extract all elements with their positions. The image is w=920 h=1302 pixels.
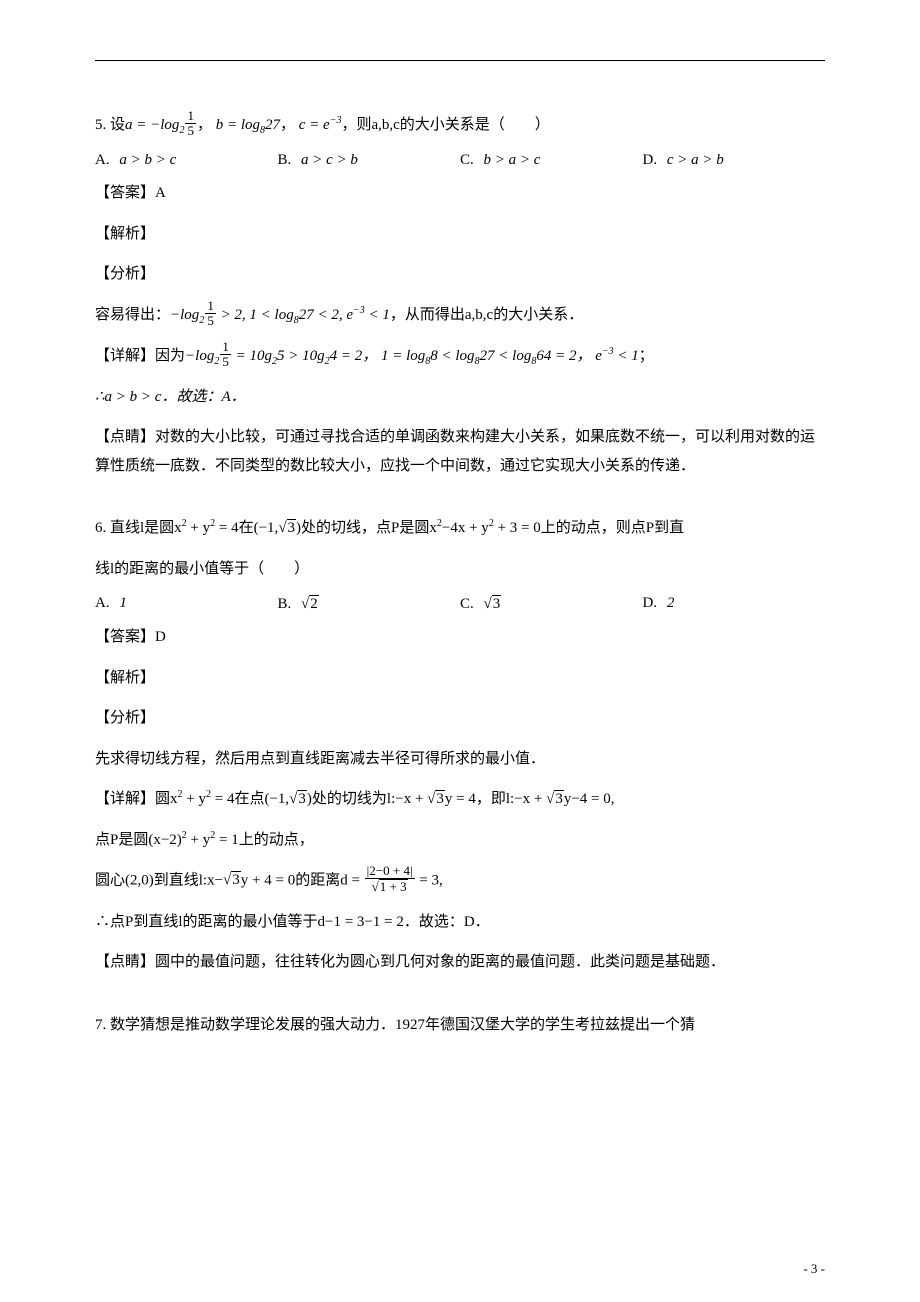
q5-jiexi: 【解析】 xyxy=(95,220,825,249)
q5-option-b: B. a > c > b xyxy=(278,152,461,169)
q5-options: A. a > b > c B. a > c > b C. b > a > c D… xyxy=(95,152,825,169)
q6-detail-4: ∴点P到直线l的距离的最小值等于d−1 = 3−1 = 2．故选：D． xyxy=(95,908,825,937)
q6-options: A. 1 B. 2 C. 3 D. 2 xyxy=(95,595,825,613)
header-rule xyxy=(95,60,825,61)
q6-detail-2: 点P是圆(x−2)2 + y2 = 1上的动点， xyxy=(95,826,825,855)
q5-stem: 5. 设a = −log215， b = log827， c = e−3，则a,… xyxy=(95,111,825,140)
q6-stem-line2: 线l的距离的最小值等于（ ） xyxy=(95,555,825,584)
q5-answer: 【答案】A xyxy=(95,179,825,208)
q6-label: 6. xyxy=(95,520,110,536)
q6-dianjing: 【点睛】圆中的最值问题，往往转化为圆心到几何对象的距离的最值问题．此类问题是基础… xyxy=(95,948,825,977)
page: 5. 设a = −log215， b = log827， c = e−3，则a,… xyxy=(0,0,920,1302)
q6-option-c: C. 3 xyxy=(460,595,643,613)
q6-fenxi: 【分析】 xyxy=(95,704,825,733)
q6-answer: 【答案】D xyxy=(95,623,825,652)
q5-option-a: A. a > b > c xyxy=(95,152,278,169)
q6-detail-3: 圆心(2,0)到直线l:x−3y + 4 = 0的距离d = |2−0 + 4|… xyxy=(95,866,825,896)
q6-option-d: D. 2 xyxy=(643,595,826,613)
q6-jiexi: 【解析】 xyxy=(95,664,825,693)
page-number: - 3 - xyxy=(803,1261,825,1277)
q5-analysis: 容易得出：−log215 > 2, 1 < log827 < 2, e−3 < … xyxy=(95,301,825,330)
q5-fenxi: 【分析】 xyxy=(95,260,825,289)
q5-detail: 【详解】因为−log215 = 10g25 > 10g24 = 2， 1 = l… xyxy=(95,342,825,371)
q7-label: 7. xyxy=(95,1017,110,1033)
q6-analysis: 先求得切线方程，然后用点到直线距离减去半径可得所求的最小值． xyxy=(95,745,825,774)
q5-option-c: C. b > a > c xyxy=(460,152,643,169)
q5-conclusion: ∴a > b > c．故选：A． xyxy=(95,383,825,412)
q6-option-a: A. 1 xyxy=(95,595,278,613)
q5-label: 5. xyxy=(95,117,110,133)
q5-option-d: D. c > a > b xyxy=(643,152,826,169)
q5-dianjing: 【点睛】对数的大小比较，可通过寻找合适的单调函数来构建大小关系，如果底数不统一，… xyxy=(95,423,825,480)
q6-option-b: B. 2 xyxy=(278,595,461,613)
q6-detail-1: 【详解】圆x2 + y2 = 4在点(−1,3)处的切线为l:−x + 3y =… xyxy=(95,785,825,814)
q7-stem: 7. 数学猜想是推动数学理论发展的强大动力．1927年德国汉堡大学的学生考拉兹提… xyxy=(95,1011,825,1040)
q6-stem: 6. 直线l是圆x2 + y2 = 4在(−1,3)处的切线，点P是圆x2−4x… xyxy=(95,514,825,543)
